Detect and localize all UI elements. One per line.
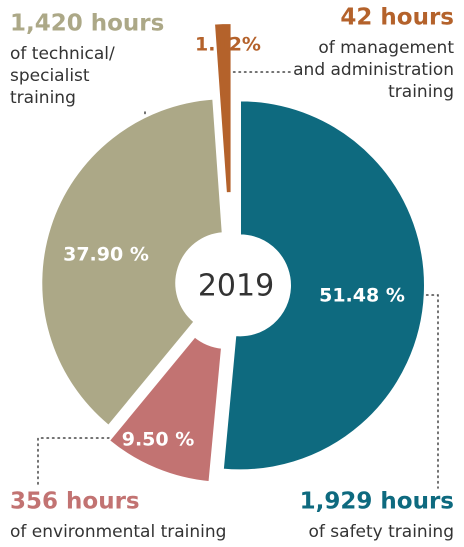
annotation-text: of technical/ [10, 44, 115, 64]
donut-segment [221, 99, 426, 472]
annotation-text: training [10, 88, 76, 108]
annotation-text: of safety training [309, 522, 455, 542]
value-label: 37.90 % [63, 244, 149, 266]
center-label: 2019 [198, 269, 274, 304]
leader-line [409, 294, 439, 489]
annotation-text: of management [318, 38, 454, 58]
value-label: 1.12% [195, 34, 261, 56]
value-label: 51.48 % [319, 285, 405, 307]
leader-line [37, 437, 121, 489]
annotation-text: and administration [293, 60, 454, 80]
annotation-text: specialist [10, 66, 90, 86]
annotation-text: of environmental training [10, 522, 226, 542]
annotation-heading: 1,420 hours [10, 11, 164, 37]
donut-segment [40, 97, 224, 428]
annotation-heading: 42 hours [340, 5, 454, 31]
annotation-text: training [388, 82, 454, 102]
donut-segment [107, 335, 224, 484]
value-label: 9.50 % [122, 429, 195, 451]
annotation-heading: 356 hours [10, 489, 140, 515]
center-hole [192, 241, 280, 329]
annotation-heading: 1,929 hours [300, 489, 454, 515]
donut-segment [212, 22, 233, 195]
